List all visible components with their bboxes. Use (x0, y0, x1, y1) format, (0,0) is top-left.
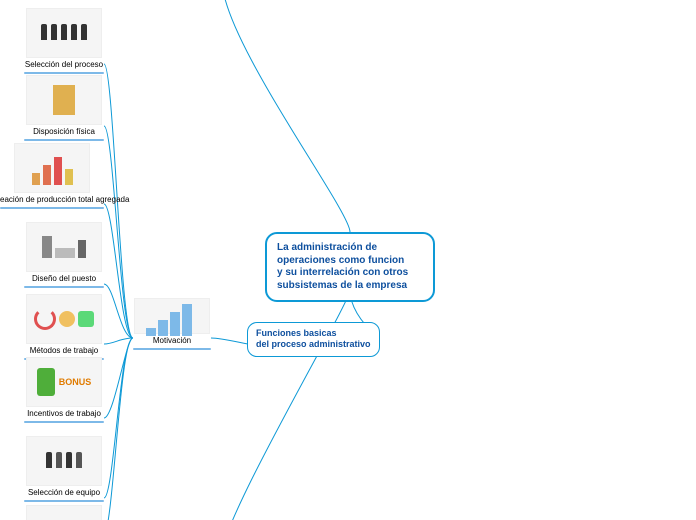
stairs-icon (134, 298, 210, 334)
left-node-4: Métodos de trabajo (24, 294, 104, 360)
thumb-icon (26, 436, 102, 486)
thumb-icon: BONUS (26, 357, 102, 407)
left-node-6: Selección de equipo (24, 436, 104, 502)
left-node-label: Diseño del puesto (24, 274, 104, 283)
node-underline (0, 207, 104, 209)
node-underline (24, 139, 104, 141)
thumb-icon (26, 505, 102, 520)
thumb-icon (26, 294, 102, 344)
left-node-3: Diseño del puesto (24, 222, 104, 288)
left-node-label: Disposición física (24, 127, 104, 136)
left-node-label: Incentivos de trabajo (24, 409, 104, 418)
left-node-1: Disposición física (24, 75, 104, 141)
left-node-label: eación de producción total agregada (0, 195, 104, 204)
left-node-7 (24, 505, 104, 520)
left-node-label: Selección del proceso (24, 60, 104, 69)
thumb-icon (14, 143, 90, 193)
node-underline (24, 421, 104, 423)
left-node-label: Métodos de trabajo (24, 346, 104, 355)
mid-node-label: Motivación (133, 336, 211, 345)
node-underline (24, 286, 104, 288)
left-node-2: eación de producción total agregada (0, 143, 104, 209)
left-node-label: Selección de equipo (24, 488, 104, 497)
thumb-icon (26, 75, 102, 125)
node-underline (133, 348, 211, 350)
thumb-icon (26, 222, 102, 272)
node-underline (24, 500, 104, 502)
left-node-5: BONUS Incentivos de trabajo (24, 357, 104, 423)
left-node-0: Selección del proceso (24, 8, 104, 74)
node-underline (24, 72, 104, 74)
center-node: La administración deoperaciones como fun… (265, 232, 435, 302)
thumb-icon (26, 8, 102, 58)
mid-node-motivacion: Motivación (133, 298, 211, 350)
functions-node: Funciones basicasdel proceso administrat… (247, 322, 380, 357)
